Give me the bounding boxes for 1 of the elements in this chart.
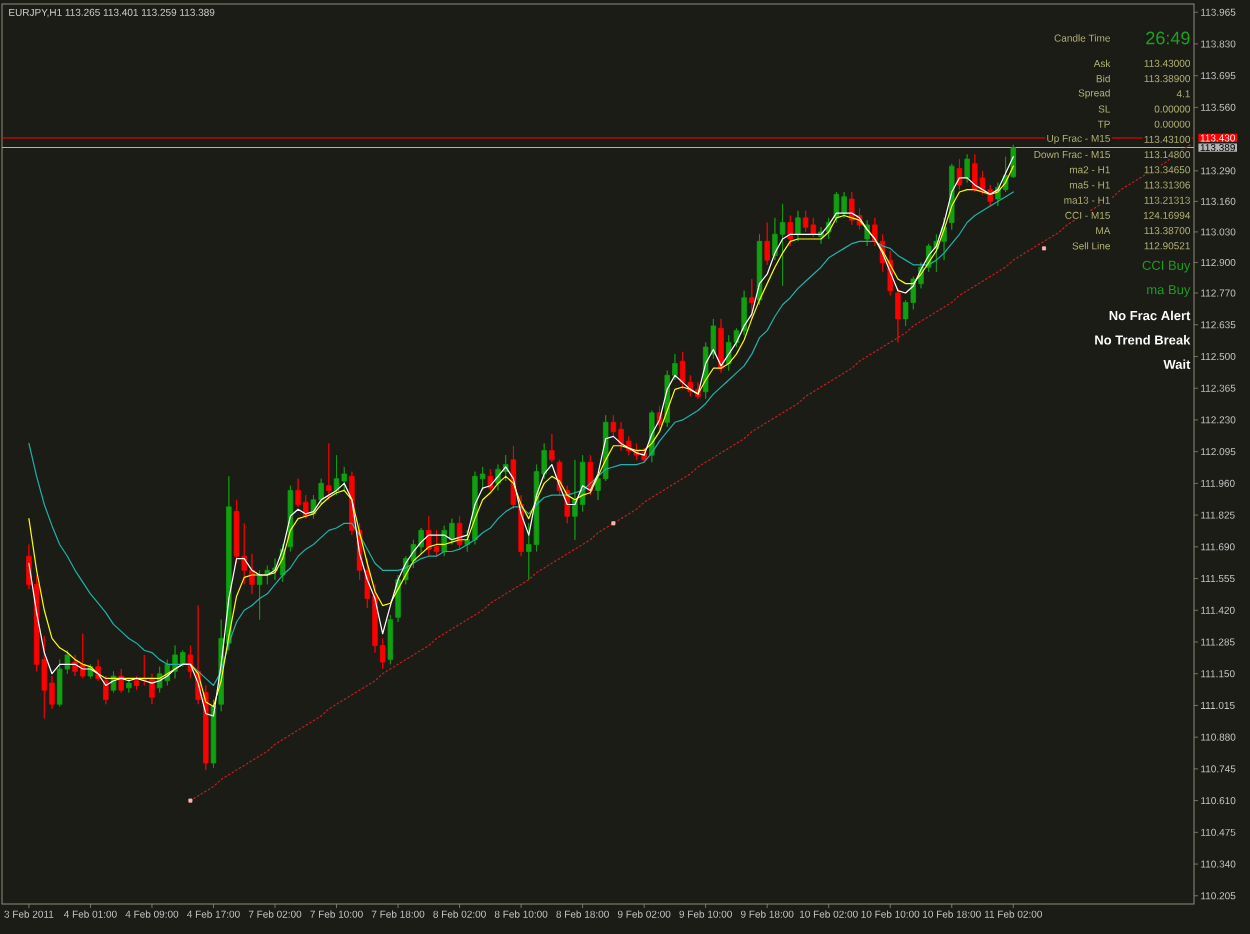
annotation: 26:49 xyxy=(1146,31,1190,45)
